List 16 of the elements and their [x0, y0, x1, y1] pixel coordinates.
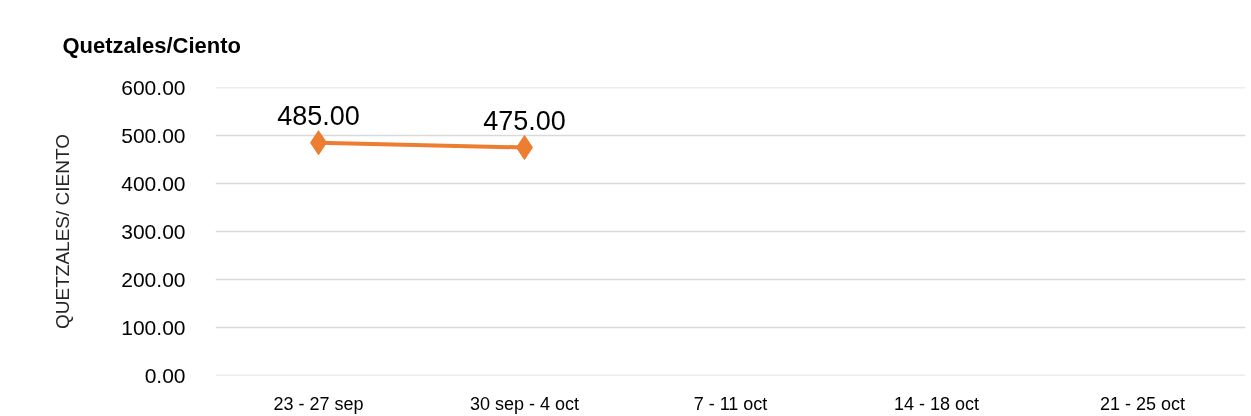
y-tick-label: 0.00: [144, 363, 186, 387]
y-tick-label: 500.00: [121, 123, 186, 147]
chart-title: Quetzales/Ciento: [62, 32, 241, 58]
y-tick-label: 100.00: [121, 315, 186, 339]
x-tick-label: 21 - 25 oct: [1099, 393, 1186, 414]
x-tick-label: 23 - 27 sep: [273, 393, 364, 414]
y-axis-title: QUETZALES/ CIENTO: [52, 134, 74, 329]
y-tick-label: 200.00: [121, 267, 186, 291]
data-label: 485.00: [277, 100, 360, 131]
y-tick-label: 300.00: [121, 219, 186, 243]
y-tick-label: 400.00: [121, 171, 186, 195]
data-label: 475.00: [483, 105, 566, 136]
x-tick-label: 30 sep - 4 oct: [469, 393, 580, 414]
x-tick-label: 7 - 11 oct: [693, 393, 768, 414]
y-tick-label: 600.00: [121, 75, 186, 99]
x-tick-label: 14 - 18 oct: [893, 393, 980, 414]
